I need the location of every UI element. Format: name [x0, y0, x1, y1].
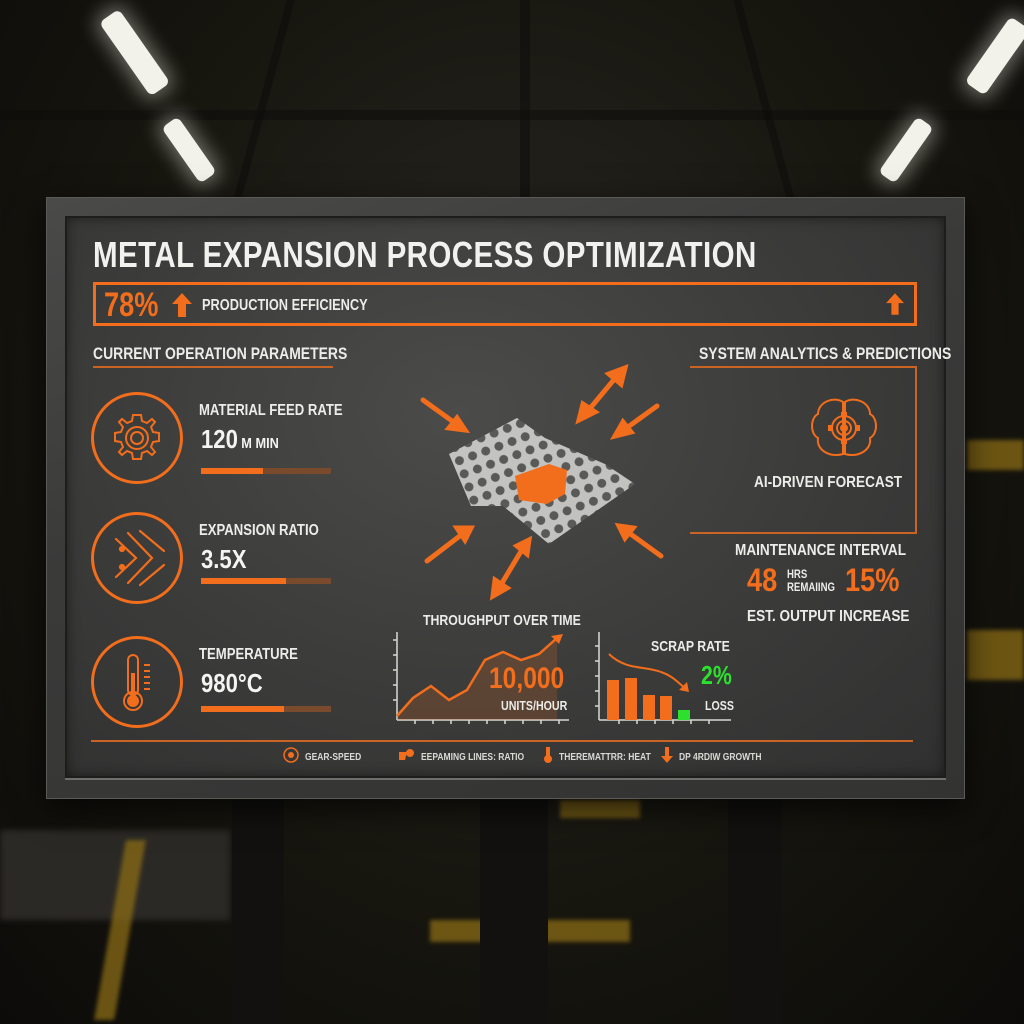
ceiling-light: [964, 16, 1024, 96]
scrap-rate-value: 2%: [701, 660, 732, 690]
ceiling-light: [99, 8, 171, 97]
temperature-progress: [201, 706, 331, 712]
throughput-title: THROUGHPUT OVER TIME: [423, 612, 581, 629]
scrap-rate-title: SCRAP RATE: [651, 638, 730, 655]
param-temperature: TEMPERATURE 980°C: [91, 636, 351, 728]
gear-speed-icon: [283, 746, 299, 768]
sign-post: [480, 800, 548, 1024]
ai-forecast-label: AI-DRIVEN FORECAST: [754, 474, 903, 491]
feed-rate-value: 120: [201, 424, 238, 454]
efficiency-banner: 78% PRODUCTION EFFICIENCY: [93, 282, 917, 326]
legend-divider: [91, 740, 913, 742]
param-expansion-ratio: EXPANSION RATIO 3.5X: [91, 512, 351, 604]
expanding-lines-icon: [397, 748, 415, 767]
efficiency-label: PRODUCTION EFFICIENCY: [202, 297, 368, 314]
ceiling-light: [878, 116, 934, 184]
param-value: 120 M MIN: [201, 424, 279, 455]
heading-divider: [93, 366, 333, 368]
ceiling-light: [161, 116, 217, 184]
legend-item: GEAR-SPEED: [283, 746, 371, 768]
expansion-ratio-value: 3.5X: [201, 544, 247, 574]
feed-rate-unit: M MIN: [241, 435, 279, 452]
sign-post: [728, 800, 782, 1024]
maintenance-hours: 48: [747, 562, 778, 598]
ai-forecast-panel: AI-DRIVEN FORECAST: [690, 366, 917, 534]
legend-item: DP 4RDIW GROWTH: [661, 746, 776, 768]
feed-rate-progress: [201, 468, 331, 474]
dashboard-sign: METAL EXPANSION PROCESS OPTIMIZATION 78%…: [46, 197, 965, 799]
scrap-rate-unit: LOSS: [705, 698, 735, 713]
efficiency-value: 78%: [104, 286, 159, 324]
maintenance-hours-unit: HRS REMAIING: [787, 567, 835, 594]
param-label: TEMPERATURE: [199, 646, 298, 663]
throughput-value: 10,000: [489, 662, 565, 695]
temperature-value: 980°C: [201, 668, 263, 698]
analytics-heading: SYSTEM ANALYTICS & PREDICTIONS: [699, 344, 952, 363]
sign-post: [232, 800, 284, 1024]
expanded-metal-illustration: [399, 356, 689, 606]
output-increase-label: EST. OUTPUT INCREASE: [747, 608, 910, 625]
arrow-down-icon: [661, 746, 673, 768]
legend-item: THEREMATTRR: HEAT: [543, 746, 667, 768]
page-title: METAL EXPANSION PROCESS OPTIMIZATION: [93, 234, 757, 275]
maintenance-title: MAINTENANCE INTERVAL: [735, 542, 907, 559]
expansion-chevrons-icon: [91, 512, 183, 604]
expansion-ratio-progress: [201, 578, 331, 584]
arrow-up-icon: [172, 293, 192, 322]
throughput-unit: UNITS/HOUR: [501, 698, 568, 713]
scrap-rate-chart: [595, 630, 735, 726]
param-label: EXPANSION RATIO: [199, 522, 319, 539]
brain-gear-icon: [810, 398, 878, 465]
parameters-heading: CURRENT OPERATION PARAMETERS: [93, 344, 348, 363]
param-feed-rate: MATERIAL FEED RATE 120 M MIN: [91, 392, 351, 484]
throughput-chart: [393, 630, 573, 726]
legend-item: EEPAMING LINES: RATIO: [397, 746, 542, 768]
thermometer-small-icon: [543, 746, 553, 768]
param-label: MATERIAL FEED RATE: [199, 402, 343, 419]
output-increase-value: 15%: [845, 562, 900, 598]
arrow-up-icon: [886, 293, 904, 320]
dashboard-panel: METAL EXPANSION PROCESS OPTIMIZATION 78%…: [65, 216, 951, 780]
gear-icon: [91, 392, 183, 484]
thermometer-icon: [91, 636, 183, 728]
